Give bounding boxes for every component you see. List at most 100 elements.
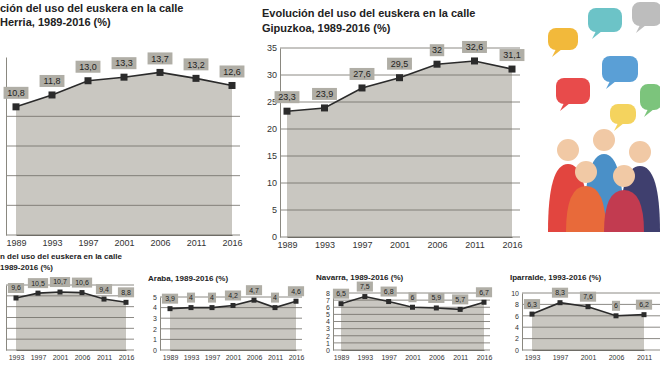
marker xyxy=(558,300,563,305)
x-tick-label: 2001 xyxy=(390,240,410,250)
data-label: 5,7 xyxy=(452,294,468,304)
person-body xyxy=(566,186,606,232)
x-tick: 1989 xyxy=(6,235,26,248)
plot-area xyxy=(170,300,296,350)
speech-bubble xyxy=(602,56,638,82)
area xyxy=(532,303,644,350)
x-tick: 2016 xyxy=(477,350,493,361)
y-tick: 4 xyxy=(153,304,160,311)
x-tick: 1997 xyxy=(78,235,98,248)
data-label: 13,0 xyxy=(76,61,101,73)
title: Navarra, 1989-2016 (%) xyxy=(316,273,404,282)
data-label-box xyxy=(452,294,468,304)
x-tick: 2016 xyxy=(222,235,242,248)
x-axis-line xyxy=(342,350,485,351)
chart: ción del uso del euskera en la calleHerr… xyxy=(0,2,244,248)
data-label: 31,1 xyxy=(500,49,525,61)
data-label-box xyxy=(50,277,70,287)
y-tick-label: 0 xyxy=(515,347,519,354)
grid-line xyxy=(522,350,660,351)
y-tick: 6 xyxy=(515,313,522,320)
x-tick-label: 1993 xyxy=(184,354,200,361)
marker xyxy=(49,91,56,98)
area xyxy=(170,300,296,350)
grid-line xyxy=(280,102,520,103)
y-axis: 012345 xyxy=(153,294,160,354)
marker xyxy=(396,74,403,81)
y-tick-label: 15 xyxy=(267,151,277,161)
marker xyxy=(482,300,487,305)
data-label-text: 32 xyxy=(432,45,442,55)
x-tick: 2006 xyxy=(429,350,445,361)
data-label-text: 10,5 xyxy=(31,280,45,287)
data-label-box xyxy=(381,287,397,297)
y-tick-label: 6 xyxy=(515,313,519,320)
data-label: 8,8 xyxy=(118,287,134,297)
grid-line xyxy=(160,318,302,319)
y-tick: 5 xyxy=(272,205,280,215)
x-tick-label: 2006 xyxy=(75,354,91,361)
y-tick: 0 xyxy=(326,347,333,354)
y-tick: 3 xyxy=(326,325,333,332)
marker xyxy=(36,291,41,296)
y-tick: 8 xyxy=(326,290,333,297)
grid-line xyxy=(6,350,134,351)
person-head xyxy=(613,165,635,187)
y-axis-line xyxy=(6,286,7,351)
y-tick-label: 2 xyxy=(326,332,330,339)
speech-bubble-tail xyxy=(552,49,562,57)
title: Iparralde, 1993-2016 (%) xyxy=(510,273,601,282)
data-label-box xyxy=(28,278,48,288)
speech-bubble xyxy=(588,8,622,32)
marker xyxy=(458,307,463,312)
marker xyxy=(586,304,591,309)
y-tick: 0 xyxy=(515,347,522,354)
marker xyxy=(434,61,441,68)
speech-bubble xyxy=(556,78,590,104)
title: ción del uso del euskera en la calle xyxy=(0,2,183,14)
x-tick-label: 1989 xyxy=(6,238,26,248)
data-label-box xyxy=(288,286,304,296)
x-axis: 1989199319972001200620112016 xyxy=(334,350,493,361)
y-tick: 7 xyxy=(326,297,333,304)
x-tick-label: 2016 xyxy=(477,354,493,361)
data-label: 13,3 xyxy=(112,57,137,69)
data-label: 10,5 xyxy=(28,278,48,288)
x-tick-label: 2016 xyxy=(289,354,305,361)
data-label-text: 5,7 xyxy=(455,296,465,303)
x-axis-line xyxy=(171,350,297,351)
x-tick-label: 2006 xyxy=(429,354,445,361)
y-tick: 6 xyxy=(326,304,333,311)
y-tick-label: 8 xyxy=(515,301,519,308)
plot-area xyxy=(16,72,232,235)
y-tick: 5 xyxy=(153,294,160,301)
grid-line xyxy=(6,328,134,329)
y-tick: 8 xyxy=(515,301,522,308)
data-label-text: 23,3 xyxy=(278,92,296,102)
marker xyxy=(321,104,328,111)
line xyxy=(16,72,232,106)
y-tick: 10 xyxy=(267,178,280,188)
data-label: 4,6 xyxy=(288,286,304,296)
marker xyxy=(339,301,344,306)
data-label-box xyxy=(612,301,620,311)
data-label: 4,7 xyxy=(246,285,262,295)
data-label: 29,5 xyxy=(387,58,412,70)
data-label: 10,7 xyxy=(50,277,70,287)
x-tick: 2001 xyxy=(53,350,69,361)
data-label-text: 3,9 xyxy=(165,295,175,302)
marker xyxy=(229,82,236,89)
y-axis xyxy=(6,286,8,351)
x-tick-label: 2011 xyxy=(187,238,206,248)
y-tick-label: 4 xyxy=(515,324,519,331)
data-label-box xyxy=(4,87,29,99)
data-label: 23,9 xyxy=(312,88,337,100)
y-tick: 4 xyxy=(515,324,522,331)
marker xyxy=(273,305,278,310)
x-tick: 2006 xyxy=(247,350,263,361)
x-tick-label: 2011 xyxy=(268,354,283,361)
x-tick-label: 1997 xyxy=(31,354,47,361)
data-label: 12,6 xyxy=(220,65,245,77)
x-tick-label: 1997 xyxy=(78,238,98,248)
x-tick-label: 1989 xyxy=(277,240,297,250)
